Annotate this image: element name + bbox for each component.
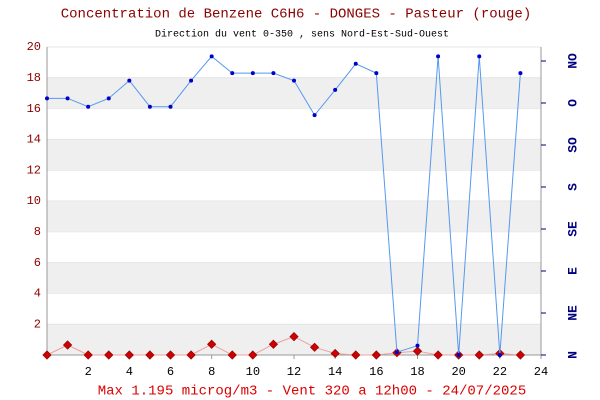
wind-point — [436, 54, 441, 59]
y-tick-label: 10 — [27, 194, 41, 208]
grid-band — [47, 139, 541, 171]
chart-footer: Max 1.195 microg/m3 - Vent 320 a 12h00 -… — [98, 384, 526, 400]
x-tick-label: 6 — [167, 365, 174, 379]
y-tick-label: 14 — [27, 133, 41, 147]
benzene-point — [186, 350, 196, 360]
x-tick-label: 4 — [126, 365, 133, 379]
wind-point — [497, 353, 502, 357]
wind-point — [168, 104, 173, 109]
x-tick-label: 16 — [369, 365, 383, 379]
y-tick-label: 18 — [27, 71, 41, 85]
grid-band — [47, 262, 541, 294]
y2-tick-label: SE — [565, 221, 580, 237]
wind-point — [106, 96, 111, 101]
y-tick-label: 6 — [34, 256, 41, 270]
benzene-point — [289, 332, 299, 342]
benzene-point — [351, 350, 361, 360]
wind-point — [374, 71, 379, 76]
wind-point — [250, 71, 255, 76]
chart-subtitle: Direction du vent 0-350 , sens Nord-Est-… — [155, 29, 449, 41]
y2-tick-label: O — [565, 99, 580, 107]
wind-point — [456, 353, 461, 357]
wind-point — [147, 104, 152, 109]
y2-tick-label: E — [565, 267, 580, 275]
wind-point — [230, 71, 235, 76]
benzene-point — [268, 339, 279, 349]
benzene-point — [248, 350, 258, 360]
y-tick-label: 8 — [34, 225, 41, 239]
benzene-point — [124, 350, 134, 360]
y-tick-label: 2 — [34, 317, 41, 331]
y2-tick-label: NO — [565, 53, 580, 69]
x-tick-label: 18 — [410, 365, 424, 379]
benzene-point — [104, 350, 114, 360]
wind-point — [86, 104, 91, 109]
benzene-point — [62, 340, 73, 350]
y2-tick-label: NE — [565, 305, 580, 321]
wind-point — [127, 78, 132, 83]
wind-point — [189, 78, 194, 83]
x-tick-label: 10 — [246, 365, 260, 379]
x-tick-label: 22 — [493, 365, 507, 379]
benzene-point — [371, 350, 381, 360]
wind-point — [415, 343, 420, 348]
x-tick-label: 14 — [328, 365, 342, 379]
grid-band — [47, 77, 541, 109]
chart-title: Concentration de Benzene C6H6 - DONGES -… — [61, 7, 531, 23]
benzene-point — [309, 342, 320, 352]
benzene-point — [207, 339, 217, 349]
wind-point — [394, 350, 399, 355]
y2-tick-label: S — [565, 183, 580, 191]
wind-point — [353, 61, 358, 66]
benzene-point — [474, 350, 484, 360]
x-tick-label: 20 — [451, 365, 465, 379]
y-tick-label: 12 — [27, 163, 41, 177]
benzene-point — [412, 346, 423, 356]
y2-tick-label: N — [565, 351, 580, 359]
wind-point — [477, 54, 482, 59]
x-tick-label: 8 — [208, 365, 215, 379]
benzene-point — [330, 348, 340, 359]
wind-point — [271, 71, 276, 76]
y-tick-label: 4 — [34, 287, 41, 301]
benzene-point — [83, 350, 93, 360]
grid-band — [47, 201, 541, 232]
wind-point — [292, 78, 296, 83]
y-tick-label: 16 — [27, 102, 41, 116]
x-tick-label: 2 — [85, 365, 92, 379]
y2-tick-label: SO — [565, 137, 580, 153]
benzene-point — [145, 350, 155, 360]
wind-point — [312, 113, 317, 118]
benzene-point — [165, 350, 176, 360]
x-tick-label: 12 — [287, 365, 301, 379]
wind-point — [45, 96, 49, 101]
benzene-point — [515, 350, 526, 360]
wind-point — [65, 96, 70, 101]
y-tick-label: 20 — [27, 40, 41, 54]
benzene-point — [42, 350, 52, 360]
series-line — [47, 55, 521, 356]
benzene-point — [227, 350, 237, 360]
x-tick-label: 24 — [534, 365, 548, 379]
wind-point — [518, 71, 523, 76]
wind-point — [333, 87, 338, 92]
benzene-point — [433, 350, 443, 360]
wind-point — [209, 54, 214, 59]
